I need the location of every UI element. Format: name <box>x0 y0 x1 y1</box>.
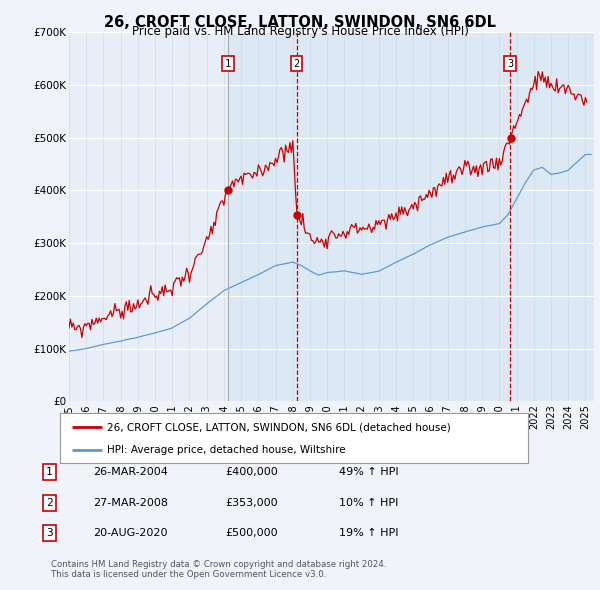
Text: 26, CROFT CLOSE, LATTON, SWINDON, SN6 6DL (detached house): 26, CROFT CLOSE, LATTON, SWINDON, SN6 6D… <box>107 422 451 432</box>
Text: 1: 1 <box>46 467 53 477</box>
Bar <box>297 32 510 401</box>
Text: £400,000: £400,000 <box>225 467 278 477</box>
Text: £353,000: £353,000 <box>225 498 278 507</box>
Text: 2: 2 <box>46 498 53 507</box>
Text: 3: 3 <box>46 529 53 538</box>
Bar <box>228 32 297 401</box>
Text: Contains HM Land Registry data © Crown copyright and database right 2024.
This d: Contains HM Land Registry data © Crown c… <box>51 560 386 579</box>
Text: 49% ↑ HPI: 49% ↑ HPI <box>339 467 398 477</box>
Text: HPI: Average price, detached house, Wiltshire: HPI: Average price, detached house, Wilt… <box>107 445 346 455</box>
Text: 27-MAR-2008: 27-MAR-2008 <box>93 498 168 507</box>
Text: £500,000: £500,000 <box>225 529 278 538</box>
Text: 3: 3 <box>507 59 513 69</box>
Text: 19% ↑ HPI: 19% ↑ HPI <box>339 529 398 538</box>
Text: 1: 1 <box>225 59 231 69</box>
Text: 10% ↑ HPI: 10% ↑ HPI <box>339 498 398 507</box>
Text: Price paid vs. HM Land Registry's House Price Index (HPI): Price paid vs. HM Land Registry's House … <box>131 25 469 38</box>
Text: 26-MAR-2004: 26-MAR-2004 <box>93 467 168 477</box>
Bar <box>510 32 594 401</box>
Text: 2: 2 <box>293 59 300 69</box>
Text: 26, CROFT CLOSE, LATTON, SWINDON, SN6 6DL: 26, CROFT CLOSE, LATTON, SWINDON, SN6 6D… <box>104 15 496 30</box>
Text: 20-AUG-2020: 20-AUG-2020 <box>93 529 167 538</box>
